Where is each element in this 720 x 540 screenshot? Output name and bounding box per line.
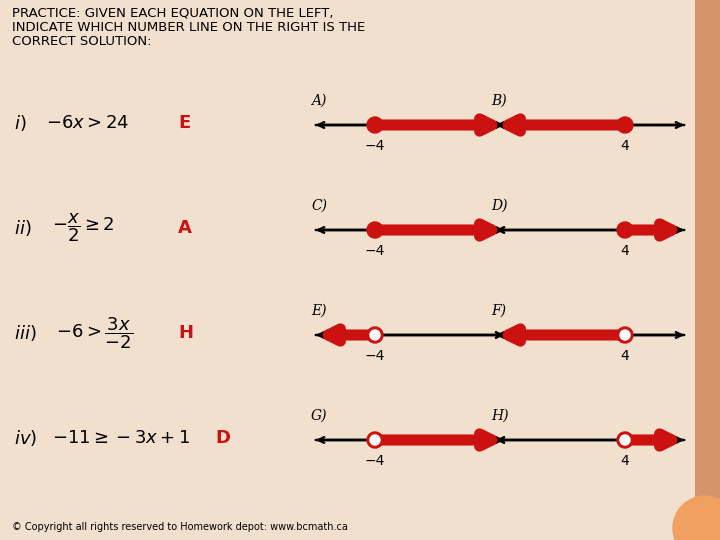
Circle shape xyxy=(673,496,720,540)
Circle shape xyxy=(617,117,633,133)
Bar xyxy=(695,0,720,540)
Text: A): A) xyxy=(311,94,326,108)
Text: −4: −4 xyxy=(365,139,385,153)
Text: $iv)$: $iv)$ xyxy=(14,428,37,448)
Text: 4: 4 xyxy=(621,454,629,468)
Circle shape xyxy=(617,432,633,448)
Text: D): D) xyxy=(491,199,508,213)
Text: 4: 4 xyxy=(621,244,629,258)
Circle shape xyxy=(620,330,630,340)
Text: CORRECT SOLUTION:: CORRECT SOLUTION: xyxy=(12,35,151,48)
Circle shape xyxy=(370,435,380,445)
Circle shape xyxy=(367,117,383,133)
Text: 4: 4 xyxy=(621,349,629,363)
Text: $ii)$: $ii)$ xyxy=(14,218,32,238)
Text: H): H) xyxy=(491,409,508,423)
Text: H: H xyxy=(178,324,193,342)
Text: A: A xyxy=(178,219,192,237)
Text: $i)$: $i)$ xyxy=(14,113,27,133)
Text: $-11\geq -3x+1$: $-11\geq -3x+1$ xyxy=(52,429,190,447)
Text: $iii)$: $iii)$ xyxy=(14,323,37,343)
Text: E): E) xyxy=(311,304,326,318)
Text: −4: −4 xyxy=(365,454,385,468)
Circle shape xyxy=(617,222,633,238)
Text: G): G) xyxy=(311,409,328,423)
Text: F): F) xyxy=(491,304,506,318)
Circle shape xyxy=(367,222,383,238)
Text: $-6>\dfrac{3x}{-2}$: $-6>\dfrac{3x}{-2}$ xyxy=(56,315,133,351)
Circle shape xyxy=(367,327,383,343)
Text: E: E xyxy=(178,114,190,132)
Text: D: D xyxy=(215,429,230,447)
Text: $-6x > 24$: $-6x > 24$ xyxy=(46,114,129,132)
Circle shape xyxy=(620,435,630,445)
Circle shape xyxy=(617,327,633,343)
Circle shape xyxy=(367,432,383,448)
Circle shape xyxy=(370,330,380,340)
Text: C): C) xyxy=(311,199,327,213)
Text: $-\dfrac{x}{2}\geq 2$: $-\dfrac{x}{2}\geq 2$ xyxy=(52,212,114,244)
Text: B): B) xyxy=(491,94,507,108)
Text: INDICATE WHICH NUMBER LINE ON THE RIGHT IS THE: INDICATE WHICH NUMBER LINE ON THE RIGHT … xyxy=(12,21,365,34)
Text: 4: 4 xyxy=(621,139,629,153)
Text: −4: −4 xyxy=(365,349,385,363)
Text: PRACTICE: GIVEN EACH EQUATION ON THE LEFT,: PRACTICE: GIVEN EACH EQUATION ON THE LEF… xyxy=(12,7,333,20)
Text: © Copyright all rights reserved to Homework depot: www.bcmath.ca: © Copyright all rights reserved to Homew… xyxy=(12,522,348,532)
Text: −4: −4 xyxy=(365,244,385,258)
